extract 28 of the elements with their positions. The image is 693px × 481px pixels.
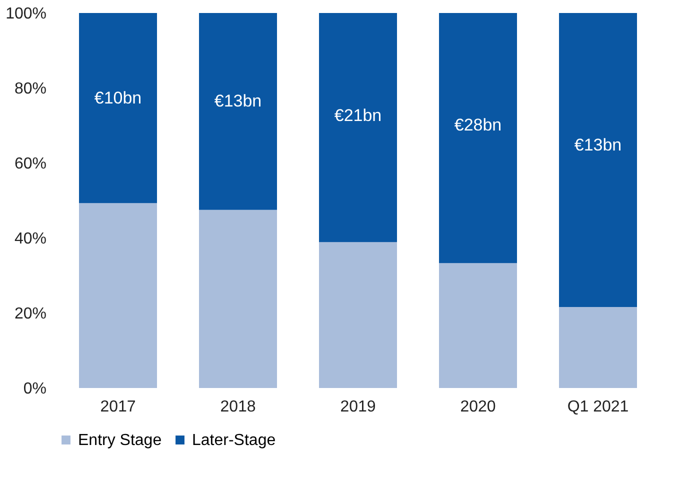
bar <box>439 13 517 264</box>
x-tick-label: 2017 <box>100 398 136 416</box>
x-tick-label: Q1 2021 <box>567 398 629 416</box>
x-tick-label: 2018 <box>220 398 256 416</box>
bar <box>319 242 397 388</box>
bar <box>559 13 637 307</box>
bar <box>439 263 517 388</box>
y-tick-label: 60% <box>14 156 46 172</box>
bar <box>319 13 397 242</box>
y-tick-label: 100% <box>6 6 46 22</box>
annotation: €13bn <box>574 135 622 154</box>
x-tick-label: 2020 <box>460 398 496 416</box>
annotation: €13bn <box>214 92 262 111</box>
y-tick-label: 0% <box>23 380 46 398</box>
bar <box>559 307 637 388</box>
bar <box>199 13 277 210</box>
bar <box>199 210 277 388</box>
legend-label: Later-Stage <box>192 432 276 449</box>
legend-label: Entry Stage <box>78 432 162 449</box>
y-tick-label: 80% <box>14 80 46 98</box>
annotation: €10bn <box>94 88 142 108</box>
x-tick-label: 2019 <box>340 398 376 416</box>
y-tick-label: 40% <box>14 230 46 248</box>
y-tick-label: 20% <box>14 306 46 322</box>
bar <box>79 13 157 204</box>
bar <box>79 203 157 388</box>
annotation: €28bn <box>454 116 502 135</box>
annotation: €21bn <box>334 106 382 126</box>
